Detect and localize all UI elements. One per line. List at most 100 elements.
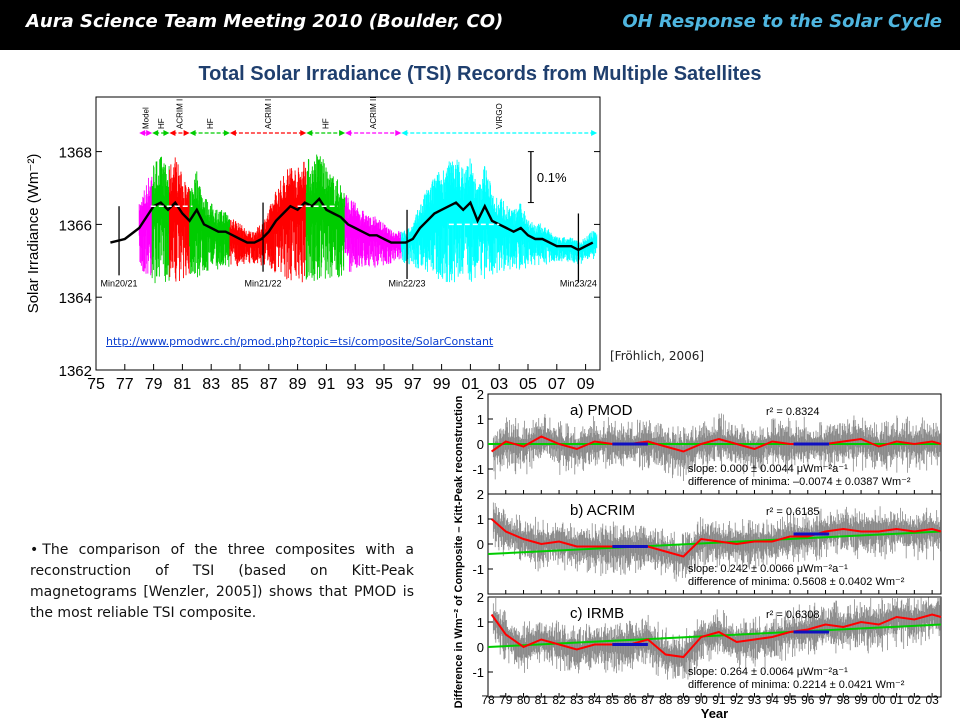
minimum-label: Min22/23 [389, 278, 426, 288]
period-arrowhead [183, 130, 190, 136]
title-bar: Aura Science Team Meeting 2010 (Boulder,… [0, 0, 960, 50]
y-tick-label: 0 [477, 537, 484, 552]
scale-bar-label: 0.1% [537, 170, 567, 185]
x-tick-label: 93 [748, 693, 762, 707]
y-tick-label: 0 [477, 640, 484, 655]
minima-difference-label: difference of minima: 0.5608 ± 0.0402 Wm… [688, 576, 905, 588]
panel-title: b) ACRIM [570, 502, 635, 519]
y-tick-label: 2 [477, 387, 484, 402]
slope-label: slope: 0.242 ± 0.0066 μWm⁻²a⁻¹ [688, 563, 848, 575]
x-tick-label: 87 [641, 693, 655, 707]
x-tick-label: 79 [145, 376, 163, 393]
r-squared-label: r² = 0.8324 [766, 406, 820, 418]
y-axis-label: Solar Irradiance (Wm⁻²) [25, 154, 42, 314]
note-text: The comparison of the three composites w… [30, 542, 414, 621]
period-label: ACRIM II [369, 97, 378, 129]
x-tick-label: 01 [462, 376, 480, 393]
x-tick-label: 92 [730, 693, 744, 707]
period-arrowhead [401, 130, 408, 136]
x-tick-label: 85 [606, 693, 620, 707]
x-tick-label: 96 [801, 693, 815, 707]
period-arrowhead [152, 130, 159, 136]
period-label: Model [142, 107, 151, 129]
x-tick-label: 93 [346, 376, 364, 393]
panel-title: c) IRMB [570, 605, 624, 622]
period-arrowhead [345, 130, 352, 136]
smoothed-tsi-line [110, 197, 594, 252]
minimum-label: Min23/24 [560, 278, 597, 288]
y-tick-label: 1 [477, 512, 484, 527]
x-tick-label: 84 [588, 693, 602, 707]
slide-headline: Total Solar Irradiance (TSI) Records fro… [198, 63, 762, 85]
x-tick-label: 03 [925, 693, 939, 707]
x-tick-label: 91 [318, 376, 336, 393]
x-tick-label: 95 [783, 693, 797, 707]
x-tick-label: 00 [872, 693, 886, 707]
y-tick-label: 2 [477, 590, 484, 605]
period-arrowhead [395, 130, 402, 136]
x-tick-label: 91 [712, 693, 726, 707]
x-tick-label: 77 [116, 376, 134, 393]
x-tick-label: 99 [433, 376, 451, 393]
x-tick-label: 88 [659, 693, 673, 707]
panel-title: a) PMOD [570, 402, 633, 419]
period-arrowhead [339, 130, 346, 136]
x-tick-label: 80 [517, 693, 531, 707]
period-label: HF [206, 118, 215, 129]
y-tick-label: 1 [477, 615, 484, 630]
y-tick-label: 1368 [59, 145, 92, 162]
meeting-title: Aura Science Team Meeting 2010 (Boulder,… [26, 11, 504, 32]
citation-label: [Fröhlich, 2006] [610, 349, 705, 363]
period-label: HF [322, 118, 331, 129]
period-arrowhead [300, 130, 307, 136]
x-tick-label: 82 [552, 693, 566, 707]
minimum-label: Min20/21 [101, 278, 138, 288]
y-tick-label: 2 [477, 487, 484, 502]
x-tick-label: 87 [260, 376, 278, 393]
period-arrowhead [189, 130, 196, 136]
x-tick-label: 98 [837, 693, 851, 707]
x-tick-label: 86 [623, 693, 637, 707]
minima-difference-label: difference of minima: –0.0074 ± 0.0387 W… [688, 476, 911, 488]
period-label: ACRIM I [264, 99, 273, 129]
x-tick-label: 03 [490, 376, 508, 393]
x-tick-label: 97 [404, 376, 422, 393]
x-tick-label: 99 [854, 693, 868, 707]
period-arrowhead [139, 130, 146, 136]
minima-difference-label: difference of minima: 0.2214 ± 0.0421 Wm… [688, 679, 905, 691]
x-tick-label: 94 [766, 693, 780, 707]
linear-fit-line [487, 530, 942, 555]
x-tick-label: 07 [548, 376, 566, 393]
pmod-source-link[interactable]: http://www.pmodwrc.ch/pmod.php?topic=tsi… [106, 335, 494, 348]
x-tick-label: 89 [289, 376, 307, 393]
x-tick-label: 81 [174, 376, 192, 393]
x-tick-label: 81 [535, 693, 549, 707]
linear-fit-line [487, 623, 942, 648]
y-tick-label: -1 [472, 462, 484, 477]
x-tick-label: 75 [87, 376, 105, 393]
y-tick-label: 0 [477, 437, 484, 452]
period-arrowhead [146, 130, 153, 136]
r-squared-label: r² = 0.6185 [766, 506, 820, 518]
period-arrowhead [306, 130, 313, 136]
x-tick-label: 78 [481, 693, 495, 707]
x-axis-label: Year [701, 706, 728, 720]
smoothed-difference-line [490, 518, 942, 558]
y-axis-label: Difference in Wm⁻² of Composite – Kitt-P… [453, 395, 465, 708]
smoothed-difference-line [490, 613, 942, 659]
x-tick-label: 79 [499, 693, 513, 707]
period-arrowhead [163, 130, 170, 136]
y-tick-label: -1 [472, 665, 484, 680]
period-label: VIRGO [495, 103, 504, 129]
topic-title: OH Response to the Solar Cycle [622, 11, 942, 32]
x-tick-label: 95 [375, 376, 393, 393]
y-tick-label: 1 [477, 412, 484, 427]
bullet-glyph: • [30, 542, 39, 558]
x-tick-label: 85 [231, 376, 249, 393]
slope-label: slope: 0.000 ± 0.0044 μWm⁻²a⁻¹ [688, 463, 848, 475]
y-tick-label: 1362 [59, 363, 92, 380]
x-tick-label: 83 [570, 693, 584, 707]
period-arrowhead [169, 130, 176, 136]
x-tick-label: 02 [908, 693, 922, 707]
